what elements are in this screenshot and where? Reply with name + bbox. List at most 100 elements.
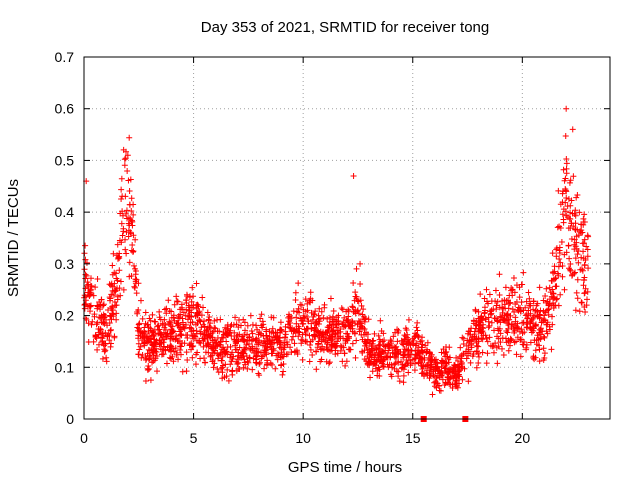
data-point (441, 365, 448, 372)
data-point (578, 254, 585, 261)
data-point (553, 283, 560, 290)
data-point (321, 304, 328, 311)
data-point (201, 323, 208, 330)
data-point (330, 313, 337, 320)
data-point (469, 334, 476, 341)
data-point (277, 319, 284, 326)
data-point (104, 322, 111, 329)
data-point (219, 375, 226, 382)
data-point (174, 298, 181, 305)
data-point (584, 232, 591, 239)
data-point (304, 338, 311, 345)
data-point (350, 172, 357, 179)
data-point (566, 265, 573, 272)
data-point (479, 349, 486, 356)
data-point (122, 210, 129, 217)
data-point (319, 330, 326, 337)
data-point (558, 238, 565, 245)
data-point (157, 346, 164, 353)
data-point (135, 340, 142, 347)
data-point (260, 352, 267, 359)
data-point (136, 320, 143, 327)
data-point (402, 361, 409, 368)
data-point (375, 332, 382, 339)
data-point (221, 348, 228, 355)
data-point (387, 337, 394, 344)
data-point (126, 188, 133, 195)
data-point (165, 297, 172, 304)
data-point (568, 197, 575, 204)
data-point (99, 338, 106, 345)
data-point (584, 288, 591, 295)
data-point (316, 305, 323, 312)
data-point (544, 330, 551, 337)
data-point (407, 357, 414, 364)
data-point (107, 326, 114, 333)
data-point (399, 361, 406, 368)
data-point (530, 306, 537, 313)
data-point (469, 353, 476, 360)
data-point (584, 296, 591, 303)
data-point (249, 366, 256, 373)
data-point (375, 364, 382, 371)
data-point (132, 271, 139, 278)
data-point (536, 358, 543, 365)
data-point (219, 369, 226, 376)
data-point (500, 352, 507, 359)
data-point (341, 350, 348, 357)
data-point (350, 279, 357, 286)
data-point (137, 297, 144, 304)
data-point (101, 346, 108, 353)
data-point (401, 362, 408, 369)
data-point (427, 358, 434, 365)
data-point (519, 330, 526, 337)
data-point (266, 328, 273, 335)
data-point (453, 354, 460, 361)
data-point (559, 199, 566, 206)
data-point (100, 301, 107, 308)
data-point (108, 291, 115, 298)
data-point (545, 311, 552, 318)
data-point (457, 344, 464, 351)
data-point (253, 353, 260, 360)
data-point (255, 339, 262, 346)
data-point (345, 313, 352, 320)
data-point (282, 328, 289, 335)
data-point (83, 272, 90, 279)
data-point (452, 383, 459, 390)
data-point (263, 346, 270, 353)
data-point (316, 334, 323, 341)
data-point (513, 351, 520, 358)
data-point (471, 328, 478, 335)
data-point (486, 291, 493, 298)
plot-frame (83, 56, 611, 420)
data-point (259, 324, 266, 331)
data-point (170, 358, 177, 365)
data-point (317, 346, 324, 353)
data-point (376, 336, 383, 343)
data-point (183, 349, 190, 356)
data-point (154, 323, 161, 330)
data-point (366, 362, 373, 369)
data-point (229, 349, 236, 356)
data-point (559, 263, 566, 270)
data-point (416, 352, 423, 359)
data-point (285, 318, 292, 325)
data-point (139, 352, 146, 359)
data-point (244, 322, 251, 329)
data-point (311, 332, 318, 339)
data-point (532, 354, 539, 361)
data-point (494, 333, 501, 340)
data-point (549, 321, 556, 328)
data-point (151, 318, 158, 325)
data-point (485, 324, 492, 331)
data-point (470, 317, 477, 324)
data-point (130, 201, 137, 208)
data-point (274, 356, 281, 363)
data-point (217, 338, 224, 345)
data-point (369, 368, 376, 375)
data-point (188, 298, 195, 305)
data-point (88, 321, 95, 328)
data-point (343, 317, 350, 324)
data-point (313, 348, 320, 355)
